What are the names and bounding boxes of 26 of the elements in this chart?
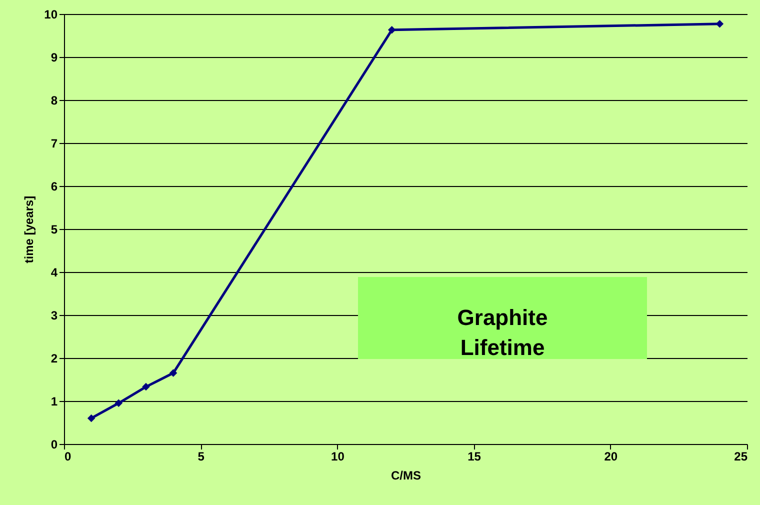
point xyxy=(716,20,724,28)
point xyxy=(142,382,150,391)
point xyxy=(87,414,96,422)
annotation: Graphite Lifetime xyxy=(457,305,548,360)
point xyxy=(388,26,396,34)
y-tick-label: 7 xyxy=(50,136,58,150)
x-tick-label: 10 xyxy=(331,450,345,464)
point xyxy=(114,399,123,408)
y-tick-label: 0 xyxy=(50,438,58,452)
y-axis-title: time [years] xyxy=(22,196,36,264)
y-tick-label: 1 xyxy=(50,394,58,408)
x-tick-label: 15 xyxy=(468,450,482,464)
x-tick-label: 20 xyxy=(604,450,618,464)
y-tick-label: 8 xyxy=(50,94,58,108)
y-tick-label: 3 xyxy=(50,308,58,322)
y-tick-label: 5 xyxy=(50,222,58,236)
y-tick-label: 9 xyxy=(50,50,58,64)
x-axis-title: C/MS xyxy=(391,468,421,482)
x-tick-label: 25 xyxy=(734,450,748,464)
y-tick-label: 6 xyxy=(50,180,58,194)
y-tick-label: 10 xyxy=(44,8,58,22)
x-tick-label: 5 xyxy=(198,450,205,464)
y-tick-label: 2 xyxy=(50,352,58,366)
y-tick-label: 4 xyxy=(50,266,58,280)
x-tick-label: 0 xyxy=(64,450,72,464)
point xyxy=(169,369,178,377)
